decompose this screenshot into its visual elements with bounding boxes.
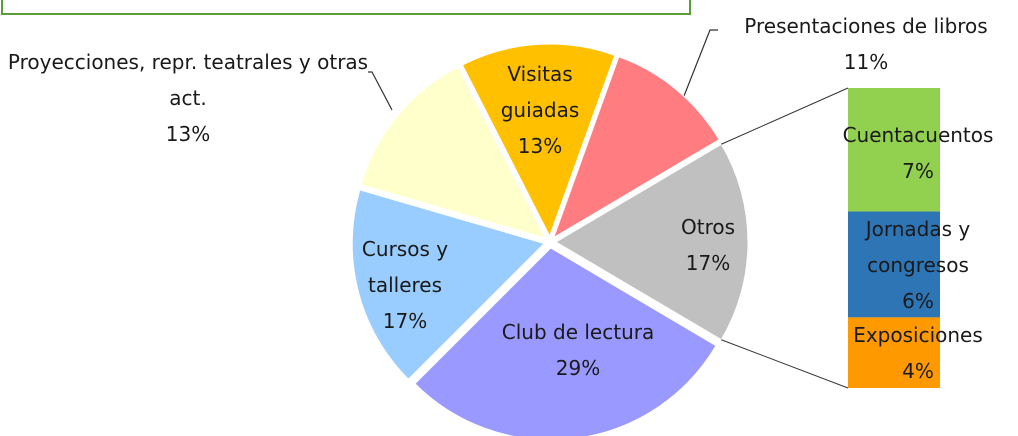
label-text: Club de lectura: [501, 320, 655, 344]
pie-slice: [461, 43, 616, 238]
label-text: Proyecciones, repr. teatrales y otras ac…: [7, 50, 369, 110]
pie-slice: [360, 66, 547, 239]
label-text: 17%: [685, 251, 731, 275]
label-text: Visitas guiadas: [500, 62, 580, 122]
label-text: Otros: [680, 215, 736, 239]
data-label: Otros 17%: [658, 209, 758, 281]
bar-segment: [848, 211, 940, 318]
bar-segment: [848, 317, 940, 388]
bar-segment: [848, 88, 940, 212]
label-text: Cursos y talleres: [361, 237, 449, 297]
label-text: 4%: [902, 359, 934, 383]
data-label: Visitas guiadas 13%: [490, 56, 590, 164]
pie-slice: [351, 189, 546, 380]
label-text: 6%: [902, 289, 934, 313]
label-text: 29%: [555, 356, 601, 380]
label-text: 7%: [902, 159, 934, 183]
leader-line: [368, 71, 393, 111]
label-text: Jornadas y congresos: [865, 217, 971, 277]
label-text: Presentaciones de libros: [744, 14, 988, 38]
connector-line: [721, 87, 849, 145]
title-box: [1, 0, 691, 15]
label-text: Cuentacuentos: [842, 123, 994, 147]
data-label: Presentaciones de libros 11%: [716, 8, 1016, 80]
data-label: Exposiciones 4%: [833, 317, 1003, 389]
connector-line: [721, 339, 849, 389]
label-text: Exposiciones: [853, 323, 983, 347]
data-label: Proyecciones, repr. teatrales y otras ac…: [3, 44, 373, 152]
label-text: 11%: [843, 50, 889, 74]
data-label: Jornadas y congresos 6%: [853, 211, 983, 319]
data-label: Club de lectura 29%: [478, 314, 678, 386]
label-text: 17%: [382, 309, 428, 333]
leader-line: [683, 29, 718, 97]
data-label: Cuentacuentos 7%: [838, 117, 998, 189]
label-text: 13%: [165, 122, 211, 146]
label-text: 13%: [517, 134, 563, 158]
pie-slice: [414, 247, 717, 436]
pie-slice: [555, 143, 749, 341]
pie-slice: [552, 56, 720, 239]
data-label: Cursos y talleres 17%: [350, 231, 460, 339]
